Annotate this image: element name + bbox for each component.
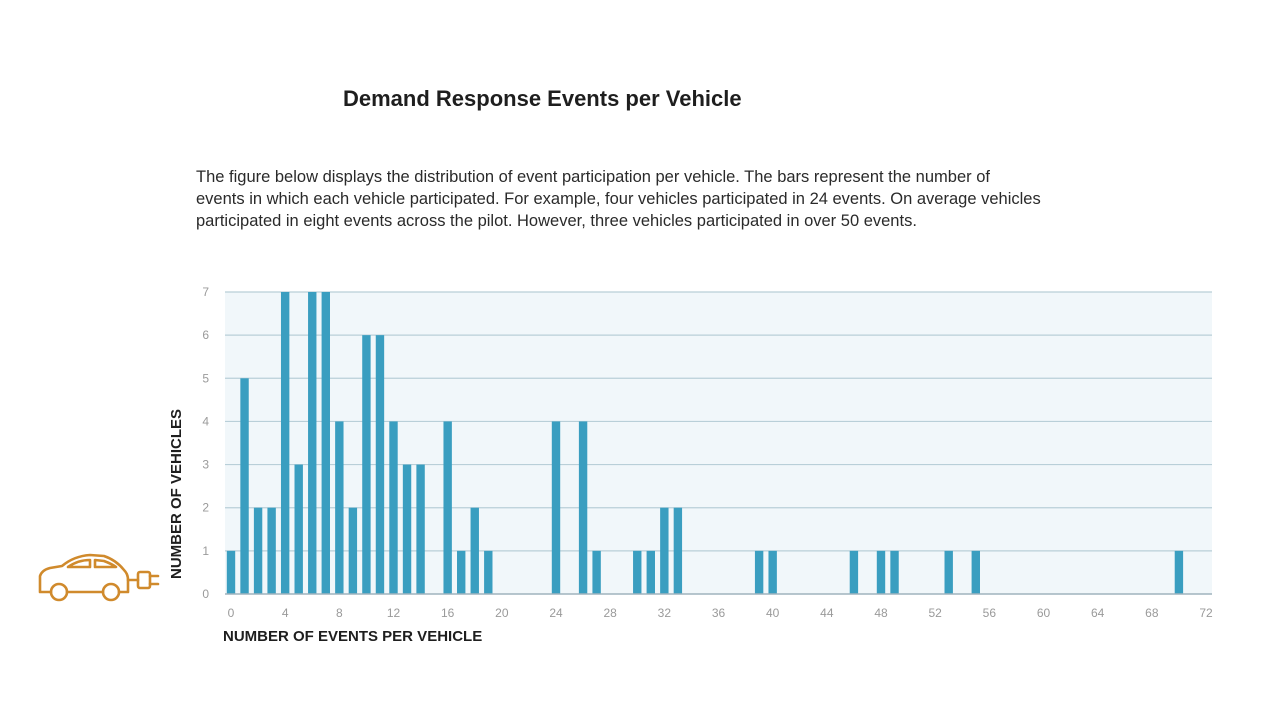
bar-x-70 bbox=[1174, 550, 1184, 594]
bar-x-0 bbox=[226, 550, 236, 594]
x-tick-40: 40 bbox=[766, 606, 780, 620]
bar-x-5 bbox=[294, 464, 303, 594]
bar-x-40 bbox=[768, 550, 777, 594]
x-tick-36: 36 bbox=[712, 606, 726, 620]
bar-x-3 bbox=[267, 507, 276, 594]
bar-x-18 bbox=[470, 507, 479, 594]
y-tick-1: 1 bbox=[202, 544, 209, 558]
y-tick-2: 2 bbox=[202, 501, 209, 515]
x-axis-title: NUMBER OF EVENTS PER VEHICLE bbox=[223, 628, 482, 645]
x-tick-8: 8 bbox=[336, 606, 343, 620]
x-tick-28: 28 bbox=[603, 606, 617, 620]
plot-area bbox=[225, 292, 1212, 594]
bar-x-7 bbox=[321, 292, 330, 594]
bar-x-13 bbox=[402, 464, 412, 594]
chart-title: Demand Response Events per Vehicle bbox=[343, 86, 742, 111]
description-line-2: events in which each vehicle participate… bbox=[196, 190, 1041, 208]
bar-x-53 bbox=[944, 550, 953, 594]
bar-x-19 bbox=[484, 550, 493, 594]
x-tick-60: 60 bbox=[1037, 606, 1051, 620]
x-tick-0: 0 bbox=[228, 606, 235, 620]
bar-x-24 bbox=[551, 421, 561, 594]
x-tick-44: 44 bbox=[820, 606, 834, 620]
bar-x-12 bbox=[389, 421, 398, 594]
bar-x-48 bbox=[876, 550, 886, 594]
y-tick-0: 0 bbox=[202, 587, 209, 601]
bar-x-8 bbox=[335, 421, 344, 594]
x-tick-72: 72 bbox=[1199, 606, 1213, 620]
y-axis-title: NUMBER OF VEHICLES bbox=[168, 409, 185, 579]
bar-x-2 bbox=[253, 507, 263, 594]
bar-x-46 bbox=[849, 550, 859, 594]
x-tick-labels: 0 4 8 12 16 20 24 28 32 36 40 44 48 52 56 60 64 68 72 bbox=[228, 606, 1213, 620]
bar-x-26 bbox=[578, 421, 588, 594]
bar-x-30 bbox=[633, 550, 642, 594]
y-tick-4: 4 bbox=[202, 414, 209, 428]
bar-x-11 bbox=[375, 335, 385, 594]
bar-x-14 bbox=[416, 464, 425, 594]
x-tick-4: 4 bbox=[282, 606, 289, 620]
bar-x-27 bbox=[592, 550, 601, 594]
bar-x-31 bbox=[646, 550, 655, 594]
x-tick-24: 24 bbox=[549, 606, 563, 620]
bar-x-32 bbox=[660, 507, 669, 594]
x-tick-48: 48 bbox=[874, 606, 888, 620]
bars bbox=[226, 292, 1184, 594]
bar-x-39 bbox=[754, 550, 764, 594]
y-tick-7: 7 bbox=[202, 285, 209, 299]
x-tick-68: 68 bbox=[1145, 606, 1159, 620]
y-tick-5: 5 bbox=[202, 371, 209, 385]
description-line-1: The figure below displays the distributi… bbox=[196, 168, 990, 186]
bar-x-17 bbox=[457, 550, 466, 594]
description-line-3: participated in eight events across the … bbox=[196, 212, 917, 230]
x-tick-52: 52 bbox=[928, 606, 942, 620]
y-tick-6: 6 bbox=[202, 328, 209, 342]
bar-x-49 bbox=[890, 550, 899, 594]
chart-description: The figure below displays the distributi… bbox=[196, 166, 1256, 232]
x-tick-20: 20 bbox=[495, 606, 509, 620]
bar-x-4 bbox=[280, 292, 290, 594]
bar-x-33 bbox=[673, 507, 683, 594]
x-tick-56: 56 bbox=[983, 606, 997, 620]
bar-x-16 bbox=[443, 421, 452, 594]
x-tick-12: 12 bbox=[387, 606, 401, 620]
electric-car-plug-icon bbox=[38, 553, 160, 602]
bar-x-9 bbox=[348, 507, 358, 594]
x-tick-16: 16 bbox=[441, 606, 455, 620]
bar-x-55 bbox=[971, 550, 980, 594]
bar-x-6 bbox=[308, 292, 317, 594]
x-tick-64: 64 bbox=[1091, 606, 1105, 620]
x-tick-32: 32 bbox=[658, 606, 672, 620]
bar-x-10 bbox=[362, 335, 371, 594]
y-tick-3: 3 bbox=[202, 458, 209, 472]
y-tick-labels: 0 1 2 3 4 5 6 7 bbox=[202, 285, 209, 601]
bar-x-1 bbox=[240, 378, 249, 594]
